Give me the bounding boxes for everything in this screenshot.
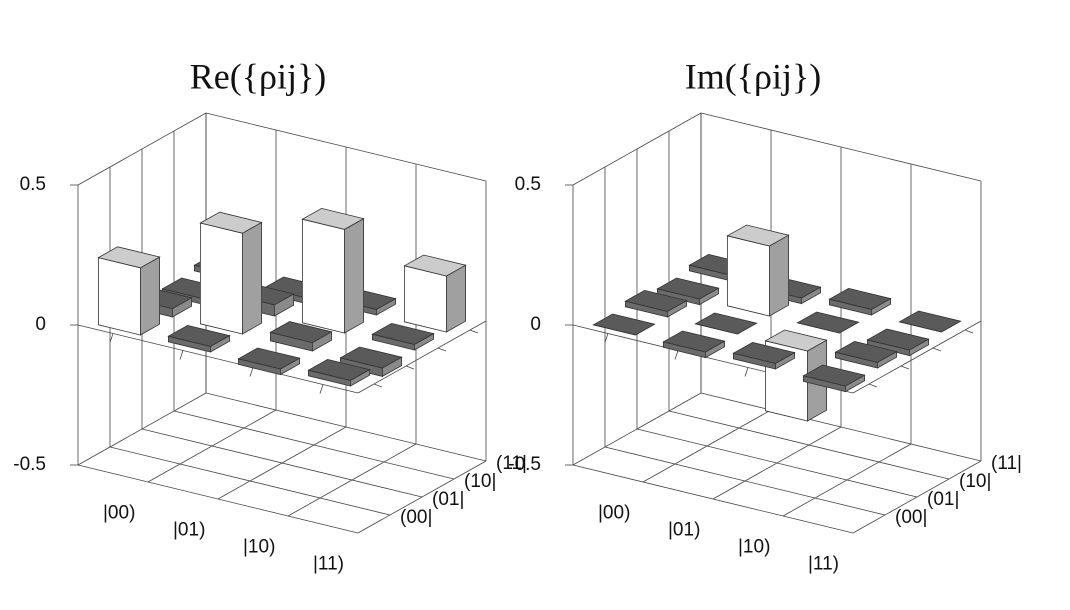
base-tick xyxy=(405,365,415,370)
bar-top xyxy=(167,324,231,347)
bar-top xyxy=(624,289,688,312)
wall-edge xyxy=(700,112,982,182)
base-tick xyxy=(932,347,942,352)
floor-grid-line xyxy=(109,446,391,516)
floor-grid-line xyxy=(668,410,950,480)
column-label: (11| xyxy=(496,453,527,474)
bar-top xyxy=(199,211,263,234)
bar-top xyxy=(796,311,860,334)
bar-top xyxy=(97,246,161,269)
base-edge xyxy=(77,324,359,394)
bar-front xyxy=(727,235,770,317)
bar-top xyxy=(732,341,796,364)
floor-grid-line xyxy=(141,428,423,498)
row-label: |10) xyxy=(243,537,275,558)
bar-top xyxy=(307,358,371,381)
base-tick xyxy=(109,333,114,343)
column-label: (10| xyxy=(959,471,991,492)
bar-top xyxy=(866,328,930,351)
row-label: |11) xyxy=(313,554,344,575)
z-tick-label: 0.5 xyxy=(20,174,46,195)
bar-side xyxy=(343,217,365,334)
bar-front xyxy=(403,265,447,333)
wall-edge xyxy=(77,112,207,186)
chart-title: Im({ρij}) xyxy=(685,56,822,96)
row-label: |00) xyxy=(103,503,135,524)
base-tick xyxy=(964,329,974,334)
z-tick-label: 0 xyxy=(530,314,541,335)
base-tick xyxy=(373,383,383,388)
floor-grid-line xyxy=(636,428,918,498)
bar-top xyxy=(764,329,828,352)
base-tick xyxy=(868,383,878,388)
bar-top xyxy=(301,207,365,230)
z-tick-label: -0.5 xyxy=(508,454,541,475)
base-tick xyxy=(469,329,479,334)
bar-top xyxy=(898,310,962,333)
floor-grid-line xyxy=(77,464,359,534)
bar-top xyxy=(802,364,866,387)
z-tick-label: 0.5 xyxy=(515,174,541,195)
bar-side xyxy=(769,234,789,317)
floor-grid-line xyxy=(205,392,487,462)
base-tick xyxy=(249,367,254,377)
row-label: |00) xyxy=(598,503,630,524)
base-edge xyxy=(357,320,487,394)
row-label: |01) xyxy=(173,520,205,541)
column-label: (10| xyxy=(464,471,496,492)
bar-side xyxy=(445,264,467,333)
bar-side xyxy=(139,256,161,336)
bar-top xyxy=(834,340,898,363)
row-label: |11) xyxy=(808,554,839,575)
bar-top xyxy=(656,277,720,300)
wall-edge xyxy=(205,112,487,182)
base-tick xyxy=(900,365,910,370)
bar-top xyxy=(403,254,467,277)
floor-grid-line xyxy=(604,446,886,516)
bar-top xyxy=(592,313,656,336)
wall-edge xyxy=(572,112,702,186)
bar-top xyxy=(694,312,758,335)
base-tick xyxy=(604,333,609,343)
base-tick xyxy=(319,384,324,394)
base-tick xyxy=(744,367,749,377)
floor-grid-line xyxy=(572,464,854,534)
base-tick xyxy=(179,350,184,360)
bar-top xyxy=(269,321,333,344)
bar-top xyxy=(371,322,435,345)
bar-front xyxy=(98,257,141,336)
bar-top xyxy=(726,224,790,247)
base-edge xyxy=(852,320,982,394)
bar-top xyxy=(339,346,403,369)
column-label: (01| xyxy=(432,489,464,510)
bar-front xyxy=(301,218,345,334)
column-label: (01| xyxy=(927,489,959,510)
row-label: |10) xyxy=(738,537,770,558)
chart-panel: Re({ρij}) -0.5 0 0.5 |00) |01) |10) |11) (00|(01… xyxy=(13,56,527,574)
bar-top xyxy=(662,330,726,353)
bar-front xyxy=(199,222,243,335)
bar-top xyxy=(828,287,892,310)
column-label: (00| xyxy=(895,507,927,528)
z-tick-label: -0.5 xyxy=(13,454,46,475)
chart-title: Re({ρij}) xyxy=(190,56,327,96)
bar-top xyxy=(237,347,301,370)
z-tick-label: 0 xyxy=(35,314,46,335)
bar-side xyxy=(241,221,263,335)
base-tick xyxy=(674,350,679,360)
floor-grid-line xyxy=(173,410,455,480)
row-label: |01) xyxy=(668,520,700,541)
base-tick xyxy=(437,347,447,352)
column-label: (00| xyxy=(400,507,432,528)
chart-panel: Im({ρij}) -0.5 0 0.5 |00) |01) |10) |11) (00|(01… xyxy=(508,56,1022,574)
floor-grid-line xyxy=(700,392,982,462)
column-label: (11| xyxy=(991,453,1022,474)
